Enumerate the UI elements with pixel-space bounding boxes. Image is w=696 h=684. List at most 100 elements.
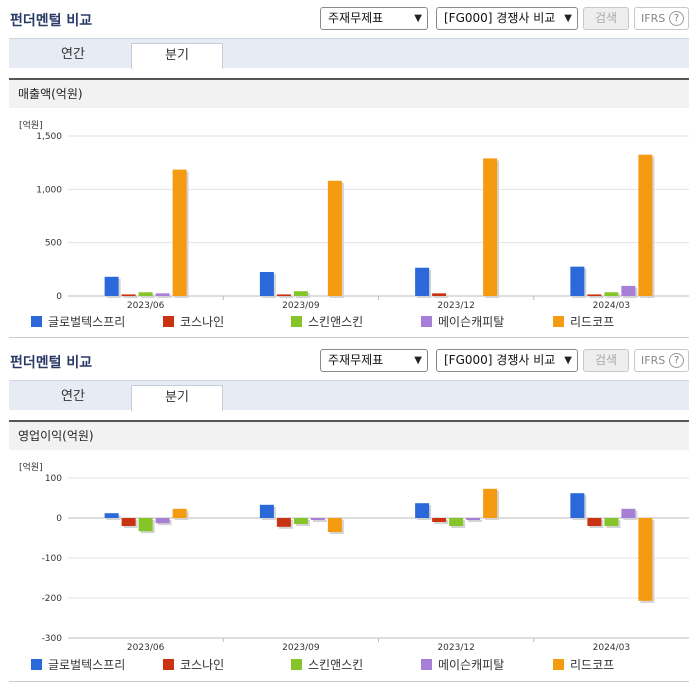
bar-shadow xyxy=(140,294,155,298)
legend-swatch xyxy=(31,316,42,327)
bar xyxy=(155,293,170,296)
bar xyxy=(587,518,602,526)
legend-item[interactable]: 글로벌텍스프리 xyxy=(31,656,125,673)
legend-swatch xyxy=(291,659,302,670)
bar xyxy=(621,508,636,518)
bar xyxy=(327,180,342,296)
bar xyxy=(432,518,447,522)
bar xyxy=(432,293,447,296)
chevron-down-icon: ▼ xyxy=(564,355,572,366)
revenue-chart: [억원] 0 500 1,000 1,500 2023/06 2023/09 2023/12 2… xyxy=(9,108,689,338)
x-tick-label: 2023/09 xyxy=(282,643,320,653)
legend-label: 메이슨캐피탈 xyxy=(438,315,505,329)
panel-revenue: 펀더멘털 비교 주재무제표 ▼ [FG000] 경쟁사 비교 ▼ 검색 IFRS… xyxy=(0,0,696,338)
bar xyxy=(121,518,136,526)
legend-item[interactable]: 리드코프 xyxy=(553,656,614,673)
bar-shadow xyxy=(589,296,604,298)
legend-label: 코스나인 xyxy=(180,658,225,672)
bar xyxy=(276,294,291,296)
operating-income-chart-svg: [억원] -300 -200 -100 0 100 2023/06 2023/09 2023/1… xyxy=(19,461,689,653)
y-tick-label: 0 xyxy=(56,292,62,302)
metric-title: 매출액(억원) xyxy=(9,78,689,108)
bar-shadow xyxy=(123,296,138,298)
bar-shadow xyxy=(468,520,483,522)
legend-item[interactable]: 스킨앤스킨 xyxy=(291,656,363,673)
legend-item[interactable]: 메이슨캐피탈 xyxy=(421,656,504,673)
bar xyxy=(415,267,430,296)
y-tick-label: -100 xyxy=(42,554,63,564)
bar xyxy=(327,518,342,532)
bar xyxy=(449,518,464,526)
legend-swatch xyxy=(31,659,42,670)
legend-item[interactable]: 메이슨캐피탈 xyxy=(421,313,504,330)
x-tick-label: 2023/09 xyxy=(282,301,320,311)
legend-label: 글로벌텍스프리 xyxy=(48,658,126,672)
bar xyxy=(604,518,619,526)
y-tick-label: -300 xyxy=(42,634,63,644)
bar-shadow xyxy=(278,296,293,298)
metric-title: 영업이익(억원) xyxy=(9,420,689,450)
bar xyxy=(415,503,430,518)
peer-select[interactable]: [FG000] 경쟁사 비교 ▼ xyxy=(436,7,578,30)
bar xyxy=(155,518,170,524)
bar xyxy=(483,488,498,518)
ifrs-label: IFRS xyxy=(641,354,666,367)
tab-quarterly[interactable]: 분기 xyxy=(131,385,223,411)
bar xyxy=(276,518,291,527)
legend-label: 스킨앤스킨 xyxy=(308,315,364,329)
bar xyxy=(466,518,481,520)
bar-shadow xyxy=(606,294,621,298)
chevron-down-icon: ▼ xyxy=(414,13,422,24)
ifrs-button[interactable]: IFRS ? xyxy=(634,7,689,30)
bar xyxy=(483,158,498,296)
tab-annual[interactable]: 연간 xyxy=(61,47,85,62)
legend-item[interactable]: 리드코프 xyxy=(553,313,614,330)
bar xyxy=(121,294,136,296)
legend-swatch xyxy=(553,659,564,670)
bar-shadow xyxy=(157,295,172,298)
x-tick-label: 2023/12 xyxy=(437,301,474,311)
legend-label: 메이슨캐피탈 xyxy=(438,658,505,672)
bar xyxy=(621,285,636,296)
statement-select-value: 주재무제표 xyxy=(328,11,384,25)
statement-select[interactable]: 주재무제표 ▼ xyxy=(320,349,428,372)
chevron-down-icon: ▼ xyxy=(564,13,572,24)
bar xyxy=(138,518,153,532)
help-icon[interactable]: ? xyxy=(669,11,684,26)
y-tick-label: 500 xyxy=(45,239,62,249)
peer-select-value: [FG000] 경쟁사 비교 xyxy=(444,353,556,367)
panel-operating-income: 펀더멘털 비교 주재무제표 ▼ [FG000] 경쟁사 비교 ▼ 검색 IFRS… xyxy=(0,342,696,684)
tab-quarterly[interactable]: 분기 xyxy=(131,43,223,69)
x-tick-label: 2023/12 xyxy=(437,643,474,653)
revenue-chart-svg: [억원] 0 500 1,000 1,500 2023/06 2023/09 2023/12 2… xyxy=(19,119,689,311)
legend-item[interactable]: 스킨앤스킨 xyxy=(291,313,363,330)
x-tick-label: 2023/06 xyxy=(127,643,165,653)
bar-shadow xyxy=(312,520,327,522)
statement-select[interactable]: 주재무제표 ▼ xyxy=(320,7,428,30)
panel-header: 펀더멘털 비교 주재무제표 ▼ [FG000] 경쟁사 비교 ▼ 검색 IFRS… xyxy=(0,342,696,376)
help-icon[interactable]: ? xyxy=(669,353,684,368)
legend-swatch xyxy=(163,316,174,327)
ifrs-label: IFRS xyxy=(641,12,666,25)
unit-label: [억원] xyxy=(19,119,43,131)
ifrs-button[interactable]: IFRS ? xyxy=(634,349,689,372)
y-tick-label: -200 xyxy=(42,594,63,604)
peer-select[interactable]: [FG000] 경쟁사 비교 ▼ xyxy=(436,349,578,372)
legend-item[interactable]: 글로벌텍스프리 xyxy=(31,313,125,330)
bar xyxy=(293,518,308,524)
legend-item[interactable]: 코스나인 xyxy=(163,313,224,330)
bar xyxy=(638,154,653,296)
period-tabs: 연간 분기 xyxy=(9,380,689,411)
tab-annual[interactable]: 연간 xyxy=(61,389,85,404)
legend-label: 코스나인 xyxy=(180,315,225,329)
y-tick-label: 100 xyxy=(45,474,62,484)
x-tick-label: 2024/03 xyxy=(593,643,630,653)
search-button[interactable]: 검색 xyxy=(583,7,629,30)
legend-item[interactable]: 코스나인 xyxy=(163,656,224,673)
search-button[interactable]: 검색 xyxy=(583,349,629,372)
bar xyxy=(293,291,308,296)
legend-swatch xyxy=(163,659,174,670)
bar xyxy=(259,504,274,518)
panel-header: 펀더멘털 비교 주재무제표 ▼ [FG000] 경쟁사 비교 ▼ 검색 IFRS… xyxy=(0,0,696,34)
bar xyxy=(587,294,602,296)
